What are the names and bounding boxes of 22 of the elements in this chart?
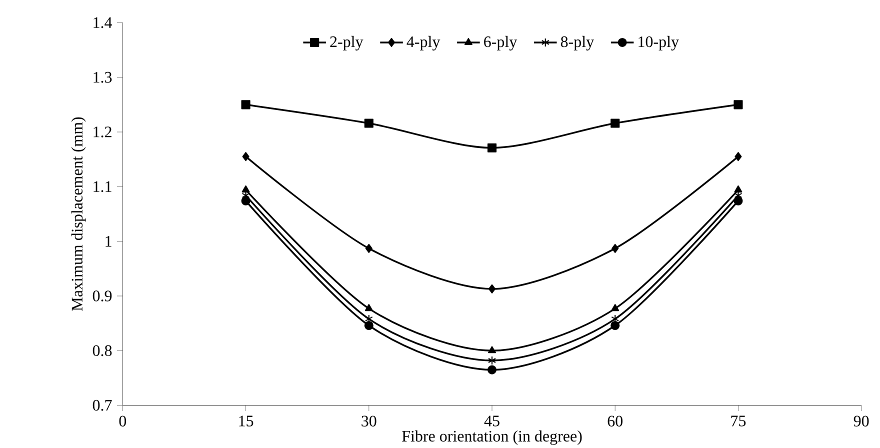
x-tick-label: 30 xyxy=(362,416,376,427)
x-tick-label: 60 xyxy=(608,416,622,427)
legend-label: 6-ply xyxy=(484,36,518,50)
x-tick-label: 90 xyxy=(854,416,869,427)
y-tick-label: 1.1 xyxy=(94,181,112,192)
y-axis-title: Maximum displacement (mm) xyxy=(71,117,86,311)
x-tick-label: 15 xyxy=(239,416,254,426)
legend-label: 8-ply xyxy=(560,36,594,50)
x-tick-label: 45 xyxy=(484,416,500,426)
y-tick-label: 1.2 xyxy=(94,126,112,138)
x-tick-label: 0 xyxy=(119,416,126,427)
y-tick-label: 0.9 xyxy=(92,290,112,302)
x-axis-title: Fibre orientation (in degree) xyxy=(402,430,582,445)
y-tick-label: 0.7 xyxy=(92,400,112,411)
y-tick-label: 1.3 xyxy=(94,72,112,83)
legend-label: 4-ply xyxy=(406,36,440,50)
legend-label: 2-ply xyxy=(330,36,364,50)
y-tick-label: 0.8 xyxy=(92,345,112,356)
legend-label: 10-ply xyxy=(638,36,679,50)
x-tick-label: 75 xyxy=(731,416,746,426)
y-tick-label: 1.4 xyxy=(94,17,112,28)
y-tick-label: 1 xyxy=(106,236,112,247)
